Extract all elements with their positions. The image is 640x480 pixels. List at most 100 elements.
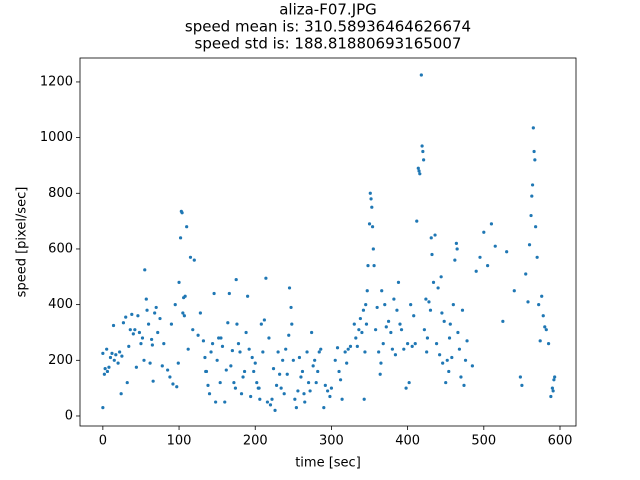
point [302,392,306,396]
point [234,277,238,282]
point [198,311,202,315]
point [291,358,295,362]
point [337,369,341,374]
point [551,389,555,393]
point [267,336,271,340]
point [444,380,448,385]
point [268,403,273,407]
point [460,308,465,312]
point [118,350,122,354]
point [422,328,426,332]
point [364,303,368,307]
point [478,255,482,259]
point [178,236,183,240]
point [162,342,166,346]
point [293,397,297,401]
point [438,353,442,357]
point [338,378,343,382]
chart-subtitle: speed std is: 188.81880693165007 [195,35,462,53]
point [381,342,385,346]
point [470,364,474,368]
point [418,172,422,176]
point [253,361,257,365]
point [326,389,330,393]
y-tick-label: 0 [65,408,73,423]
point [447,336,452,340]
point [209,350,213,354]
point [270,397,274,401]
point [303,400,307,404]
point [233,386,238,390]
point [306,380,311,385]
point [335,346,340,350]
point [144,297,148,301]
point [393,353,398,357]
point [186,347,190,351]
point [137,330,142,335]
point [265,400,270,404]
point [258,397,262,401]
point [130,312,134,316]
point [530,183,535,187]
point [379,361,383,365]
point [392,297,396,301]
point [428,308,433,312]
point [227,291,231,296]
point [217,336,221,340]
point [261,350,265,354]
point [534,225,538,229]
point [241,375,245,379]
point [276,350,280,354]
point [552,378,556,382]
point [296,389,300,393]
point [346,347,350,351]
point [154,305,158,310]
point [367,222,372,226]
point [218,380,222,385]
y-tick-label: 400 [48,297,73,312]
point [489,222,494,226]
point [317,350,321,354]
point [238,350,242,354]
point [285,372,289,376]
point [543,325,547,329]
point [305,350,309,354]
plot-frame [79,57,577,427]
y-tick-label: 800 [48,186,73,201]
point [451,303,455,307]
y-tick-label: 200 [48,353,73,368]
point [482,230,486,234]
point [416,166,420,170]
point [540,294,544,298]
point [232,380,236,385]
point [128,328,132,332]
point [329,386,334,390]
point [319,347,323,351]
point [361,308,366,312]
point [114,353,118,357]
point [422,158,426,162]
point [374,328,378,332]
point [348,344,353,348]
point [368,191,372,195]
point [420,144,424,148]
point [220,344,225,348]
point [358,316,362,321]
x-axis-label: time [sec] [295,456,361,471]
point [427,300,431,304]
point [450,355,454,360]
point [436,286,440,290]
point [264,276,268,280]
point [120,354,124,358]
point [259,322,263,326]
point [375,305,379,310]
point [294,406,298,410]
point [445,358,449,362]
point [383,303,387,307]
point [370,205,374,209]
point [402,347,406,351]
point [131,332,135,336]
point [150,343,154,347]
point [541,314,545,318]
point [537,303,541,307]
